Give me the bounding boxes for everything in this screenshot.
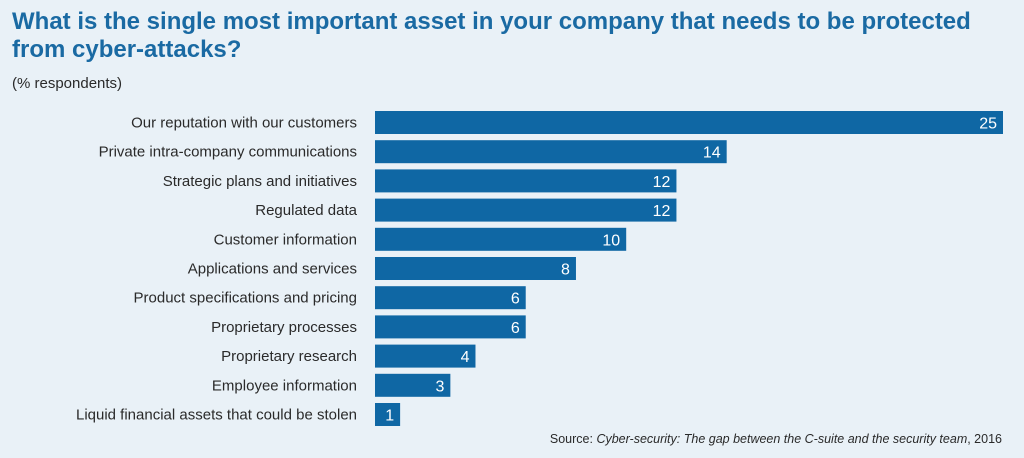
source-year: , 2016 (967, 432, 1002, 446)
value-label-strategic-plans-and-initiatives: 12 (653, 174, 671, 191)
category-label-customer-information: Customer information (214, 231, 357, 248)
value-label-proprietary-research: 4 (461, 349, 470, 366)
value-label-applications-and-services: 8 (561, 262, 570, 279)
category-label-applications-and-services: Applications and services (188, 261, 357, 278)
source-prefix: Source: (549, 432, 597, 446)
bar-customer-information (375, 227, 627, 251)
category-label-employee-information: Employee information (212, 377, 357, 394)
bar-regulated-data (375, 198, 677, 222)
source-title: Cyber-security: The gap between the C-su… (596, 432, 968, 446)
bar-strategic-plans-and-initiatives (375, 169, 677, 193)
value-label-customer-information: 10 (602, 232, 620, 249)
chart-subtitle: (% respondents) (12, 75, 123, 92)
bar-product-specifications-and-pricing (375, 286, 526, 310)
source-note: Source: Cyber-security: The gap between … (550, 432, 1002, 446)
value-label-liquid-financial-assets-that-could-be-stolen: 1 (385, 408, 394, 425)
chart-title: What is the single most important asset … (12, 8, 971, 63)
category-label-private-intra-company-communications: Private intra-company communications (99, 144, 357, 161)
value-label-product-specifications-and-pricing: 6 (511, 291, 520, 308)
value-label-regulated-data: 12 (653, 203, 671, 220)
category-label-our-reputation-with-our-customers: Our reputation with our customers (131, 115, 357, 132)
value-label-private-intra-company-communications: 14 (703, 145, 721, 162)
bar-our-reputation-with-our-customers (375, 111, 1003, 134)
category-label-regulated-data: Regulated data (255, 202, 357, 219)
value-label-our-reputation-with-our-customers: 25 (979, 116, 997, 133)
category-label-proprietary-research: Proprietary research (221, 348, 357, 365)
category-label-liquid-financial-assets-that-could-be-stolen: Liquid financial assets that could be st… (76, 407, 357, 424)
bar-private-intra-company-communications (375, 140, 727, 164)
bar-proprietary-research (375, 344, 476, 368)
value-label-proprietary-processes: 6 (511, 320, 520, 337)
category-label-strategic-plans-and-initiatives: Strategic plans and initiatives (163, 173, 357, 190)
bar-liquid-financial-assets-that-could-be-stolen (375, 403, 401, 426)
category-label-proprietary-processes: Proprietary processes (211, 319, 357, 336)
bar-applications-and-services (375, 257, 576, 280)
bar-employee-information (375, 373, 451, 397)
bar-proprietary-processes (375, 315, 526, 339)
category-label-product-specifications-and-pricing: Product specifications and pricing (134, 290, 357, 307)
value-label-employee-information: 3 (435, 378, 444, 395)
